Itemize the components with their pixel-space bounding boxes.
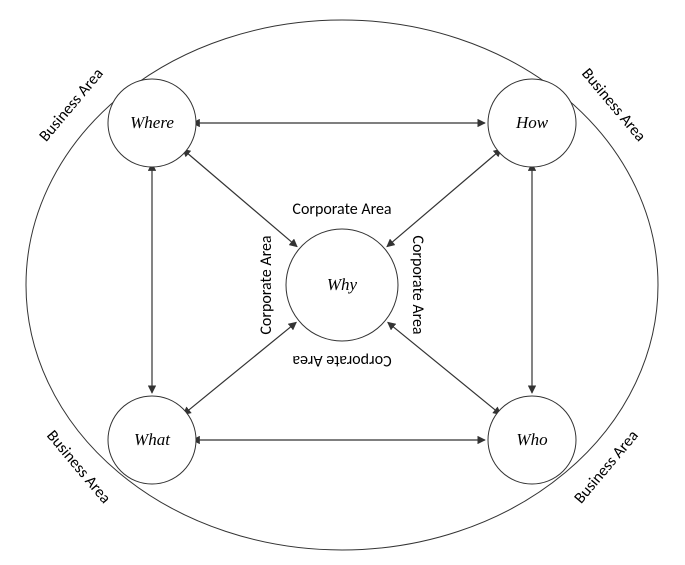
corporate-area-label: Corporate Area [292,351,391,370]
diagram-root: Where How What Who Why Business Area Business… [0,0,685,565]
edge-who-why [388,322,496,410]
node-where: Where [108,79,196,167]
node-what: What [108,396,196,484]
corporate-area-label: Corporate Area [408,235,427,334]
edge-what-why [188,322,296,410]
corporate-area-label: Corporate Area [257,235,276,334]
business-area-label: Business Area [570,427,642,508]
node-who: Who [488,396,576,484]
node-what-label: What [134,430,171,449]
corporate-area-label: Corporate Area [292,200,391,219]
node-who-label: Who [516,430,547,449]
node-why: Why [286,229,398,341]
business-area-label: Business Area [577,65,649,146]
edge-where-why [188,153,297,246]
node-how-label: How [515,113,549,132]
node-why-label: Why [327,275,358,294]
node-where-label: Where [130,113,174,132]
diagram-svg: Where How What Who Why Business Area Business… [0,0,685,565]
node-how: How [488,79,576,167]
business-area-label: Business Area [42,427,114,508]
edge-how-why [387,153,496,246]
business-area-label: Business Area [35,65,107,146]
